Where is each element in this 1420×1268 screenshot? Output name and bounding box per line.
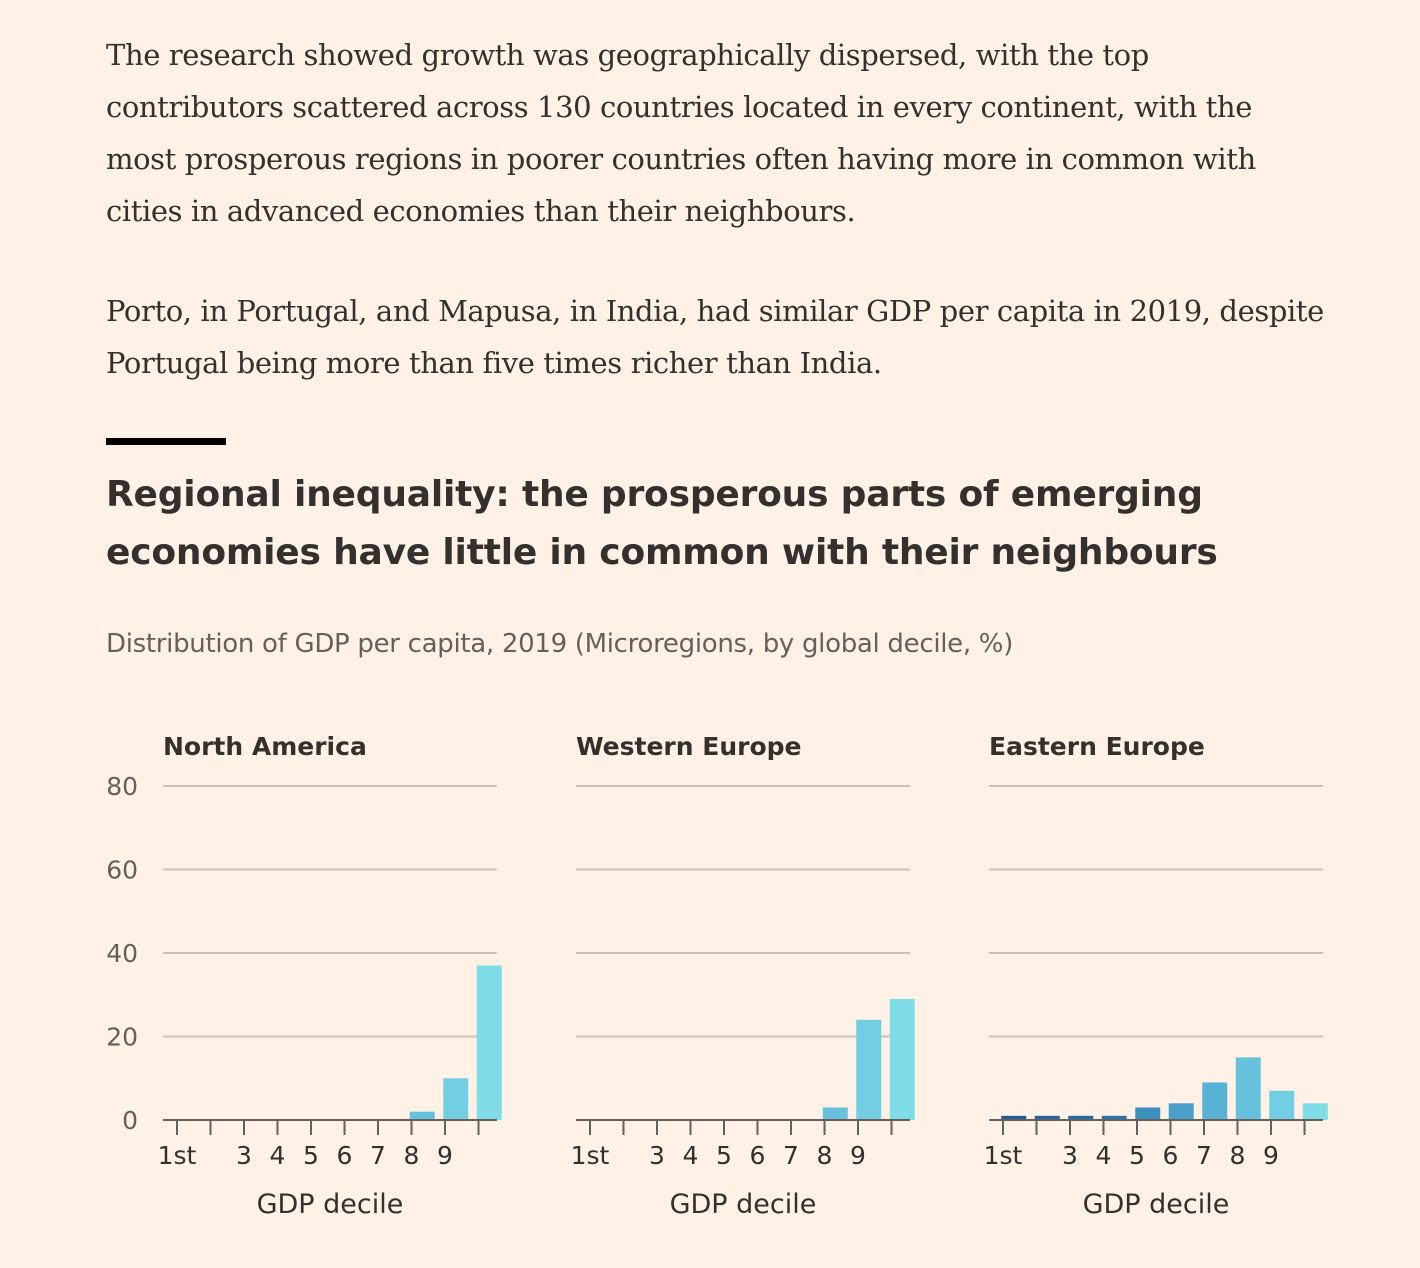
x-tick-label: 1st (984, 1141, 1023, 1170)
bar (1302, 1103, 1328, 1120)
y-tick-label: 20 (106, 1023, 138, 1052)
x-tick-label: 9 (850, 1141, 866, 1170)
bar (889, 998, 915, 1120)
chart-title: the prosperous parts of emerging economi… (106, 474, 1218, 573)
x-axis-title: GDP decile (1083, 1189, 1230, 1220)
y-tick-label: 60 (106, 856, 138, 885)
x-axis-title: GDP decile (670, 1189, 817, 1220)
x-tick-label: 1st (571, 1141, 610, 1170)
x-tick-label: 8 (817, 1141, 833, 1170)
x-tick-label: 1st (158, 1141, 197, 1170)
chart-headline: Regional inequality: the prosperous part… (106, 466, 1336, 582)
bar (476, 965, 502, 1120)
panel-title: Western Europe (576, 732, 802, 761)
chart-top-rule (106, 438, 226, 445)
bar (1202, 1082, 1228, 1120)
bar (1068, 1115, 1094, 1120)
x-tick-label: 7 (1196, 1141, 1212, 1170)
article-paragraph: Porto, in Portugal, and Mapusa, in India… (106, 294, 1324, 380)
chart-kicker: Regional inequality: (106, 474, 510, 515)
x-tick-label: 9 (1263, 1141, 1279, 1170)
bar (1168, 1103, 1194, 1120)
y-tick-label: 80 (106, 772, 138, 801)
x-tick-label: 5 (303, 1141, 319, 1170)
x-tick-label: 7 (783, 1141, 799, 1170)
bar (1135, 1107, 1161, 1120)
bar (1101, 1115, 1127, 1120)
x-tick-label: 3 (236, 1141, 252, 1170)
x-tick-label: 7 (370, 1141, 386, 1170)
panel-title: North America (163, 732, 367, 761)
bar (856, 1019, 882, 1120)
panel-title: Eastern Europe (989, 732, 1205, 761)
x-tick-label: 5 (716, 1141, 732, 1170)
x-tick-label: 6 (750, 1141, 766, 1170)
x-tick-label: 4 (683, 1141, 699, 1170)
x-tick-label: 3 (649, 1141, 665, 1170)
bar (1269, 1090, 1295, 1120)
y-tick-label: 40 (106, 939, 138, 968)
x-tick-label: 6 (337, 1141, 353, 1170)
bar (1001, 1115, 1027, 1120)
bar (822, 1107, 848, 1120)
bar (1235, 1057, 1261, 1120)
x-tick-label: 4 (270, 1141, 286, 1170)
y-tick-label: 0 (122, 1106, 138, 1135)
x-tick-label: 5 (1129, 1141, 1145, 1170)
x-tick-label: 3 (1062, 1141, 1078, 1170)
chart-subtitle: Distribution of GDP per capita, 2019 (Mi… (106, 629, 1014, 659)
article-paragraph: The research showed growth was geographi… (106, 38, 1256, 228)
bar (443, 1078, 469, 1120)
x-axis-title: GDP decile (257, 1189, 404, 1220)
x-tick-label: 6 (1163, 1141, 1179, 1170)
x-tick-label: 4 (1096, 1141, 1112, 1170)
x-tick-label: 9 (437, 1141, 453, 1170)
bar (409, 1111, 435, 1120)
bar (1034, 1115, 1060, 1120)
x-tick-label: 8 (404, 1141, 420, 1170)
x-tick-label: 8 (1230, 1141, 1246, 1170)
